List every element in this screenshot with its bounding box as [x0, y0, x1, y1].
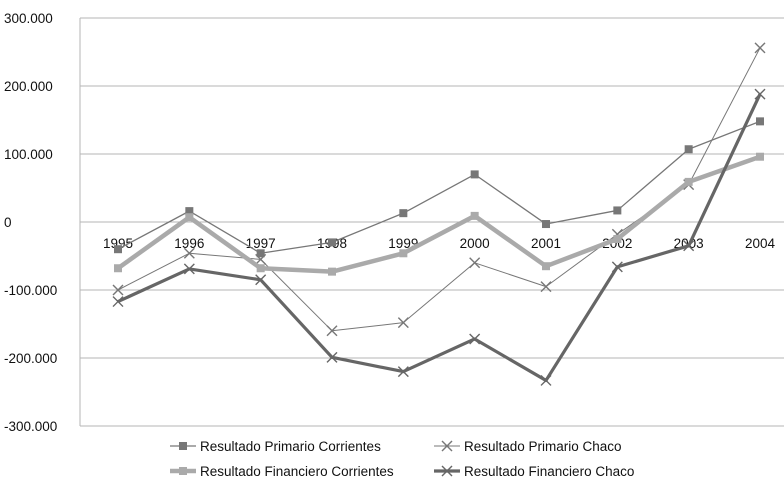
y-tick-label: 200.000 — [4, 79, 53, 94]
data-point — [683, 240, 695, 252]
data-point — [756, 152, 764, 161]
data-point — [179, 467, 187, 475]
data-point — [470, 170, 479, 179]
data-point — [684, 177, 693, 186]
x-tick-label: 2001 — [531, 236, 561, 251]
series-lines — [112, 42, 766, 386]
data-point — [114, 245, 122, 254]
data-point — [754, 42, 766, 54]
data-point — [255, 274, 267, 286]
series-line — [117, 93, 762, 383]
series-2 — [112, 42, 766, 337]
data-point — [328, 267, 336, 276]
data-point — [469, 333, 481, 345]
data-point — [399, 249, 408, 258]
data-point — [326, 351, 338, 363]
data-point — [470, 211, 479, 220]
legend-item: Resultado Primario Corrientes — [170, 439, 381, 454]
legend-label: Resultado Financiero Corrientes — [200, 464, 394, 479]
legend-item: Resultado Financiero Corrientes — [170, 464, 394, 479]
data-point — [179, 442, 187, 450]
x-tick-label: 2000 — [460, 236, 490, 251]
data-point — [114, 264, 122, 273]
x-tick-label: 1996 — [174, 236, 204, 251]
data-point — [542, 262, 550, 271]
data-point — [185, 213, 194, 222]
data-point — [611, 261, 623, 273]
data-point — [469, 257, 481, 269]
data-point — [183, 247, 195, 259]
data-point — [397, 317, 409, 329]
y-axis-ticks: 300.000 200.000 100.000 0 -100.000 -200.000 -3… — [4, 11, 57, 434]
data-point — [540, 281, 552, 293]
data-point — [441, 440, 453, 452]
data-point — [540, 374, 552, 386]
y-tick-label: 300.000 — [4, 11, 53, 26]
data-point — [328, 238, 336, 247]
data-point — [183, 263, 195, 275]
x-tick-label: 1997 — [246, 236, 276, 251]
data-point — [326, 325, 338, 337]
series-line — [117, 120, 761, 254]
data-point — [542, 220, 550, 229]
x-tick-label: 2004 — [745, 236, 776, 251]
y-tick-label: -200.000 — [4, 351, 57, 366]
series-1 — [114, 117, 764, 258]
data-point — [441, 465, 453, 477]
data-point — [112, 284, 124, 296]
data-point — [399, 209, 408, 218]
data-point — [185, 207, 194, 216]
y-tick-label: 100.000 — [4, 147, 53, 162]
data-point — [256, 249, 265, 258]
legend-item: Resultado Financiero Chaco — [434, 464, 634, 479]
legend-item: Resultado Primario Chaco — [434, 439, 622, 454]
data-point — [397, 366, 409, 378]
series-line — [117, 47, 761, 332]
data-point — [756, 117, 764, 126]
legend: Resultado Primario Corrientes Resultado P… — [170, 439, 634, 479]
legend-label: Resultado Primario Corrientes — [200, 439, 381, 454]
series-line — [116, 154, 761, 274]
data-point — [112, 296, 124, 308]
data-point — [613, 206, 622, 215]
data-point — [256, 264, 265, 273]
series-4 — [112, 88, 766, 386]
y-tick-label: 0 — [4, 215, 12, 230]
x-tick-label: 1995 — [103, 236, 133, 251]
data-point — [684, 145, 693, 154]
y-tick-label: -300.000 — [4, 419, 57, 434]
y-tick-label: -100.000 — [4, 283, 57, 298]
legend-label: Resultado Primario Chaco — [464, 439, 622, 454]
series-3 — [114, 152, 764, 276]
legend-label: Resultado Financiero Chaco — [464, 464, 634, 479]
data-point — [754, 88, 766, 100]
data-point — [255, 253, 267, 265]
data-point — [613, 235, 622, 243]
